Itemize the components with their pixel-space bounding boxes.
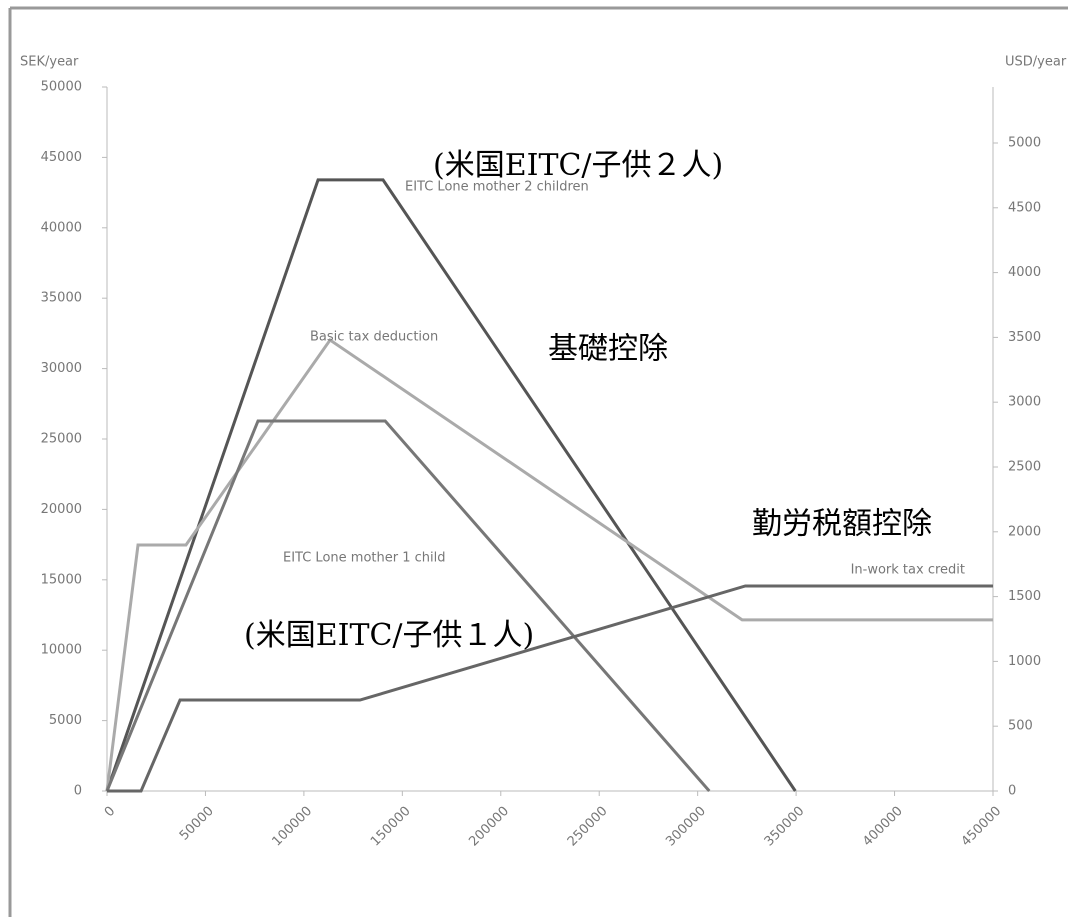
y-axis-label: SEK/year — [20, 55, 79, 70]
y2-tick-label: 5000 — [1008, 135, 1041, 150]
series-label: Basic tax deduction — [310, 330, 438, 345]
y2-tick-label: 3500 — [1008, 330, 1041, 345]
y2-tick-label: 1000 — [1008, 654, 1041, 669]
series-label: EITC Lone mother 2 children — [405, 180, 589, 195]
y-tick-label: 35000 — [41, 291, 82, 306]
series-line — [105, 419, 711, 792]
y-tick-label: 20000 — [41, 502, 82, 517]
annotation: (米国EITC/子供１人) — [244, 618, 534, 653]
y-tick-label: 10000 — [41, 643, 82, 658]
y-tick-label: 40000 — [41, 220, 82, 235]
y-tick-label: 45000 — [41, 150, 82, 165]
y2-tick-label: 0 — [1008, 784, 1016, 799]
series-line — [105, 178, 797, 792]
series-label: In-work tax credit — [851, 563, 965, 578]
y-tick-label: 50000 — [41, 80, 82, 95]
y2-axis-label: USD/year — [1005, 55, 1067, 70]
series-label: EITC Lone mother 1 child — [283, 551, 445, 566]
y2-tick-label: 4500 — [1008, 200, 1041, 215]
y2-tick-label: 2000 — [1008, 524, 1041, 539]
annotation: 勤労税額控除 — [752, 507, 932, 542]
y2-tick-label: 2500 — [1008, 459, 1041, 474]
y-tick-label: 15000 — [41, 572, 82, 587]
y-tick-label: 30000 — [41, 361, 82, 376]
y2-tick-label: 3000 — [1008, 395, 1041, 410]
y2-tick-label: 1500 — [1008, 589, 1041, 604]
series-line — [107, 584, 993, 793]
y-tick-label: 25000 — [41, 432, 82, 447]
y2-tick-label: 500 — [1008, 719, 1033, 734]
y-tick-label: 0 — [74, 784, 82, 799]
annotation: (米国EITC/子供２人) — [433, 148, 723, 183]
y-tick-label: 5000 — [49, 713, 82, 728]
y2-tick-label: 4000 — [1008, 265, 1041, 280]
annotation: 基礎控除 — [548, 332, 668, 367]
series-line — [105, 337, 993, 792]
